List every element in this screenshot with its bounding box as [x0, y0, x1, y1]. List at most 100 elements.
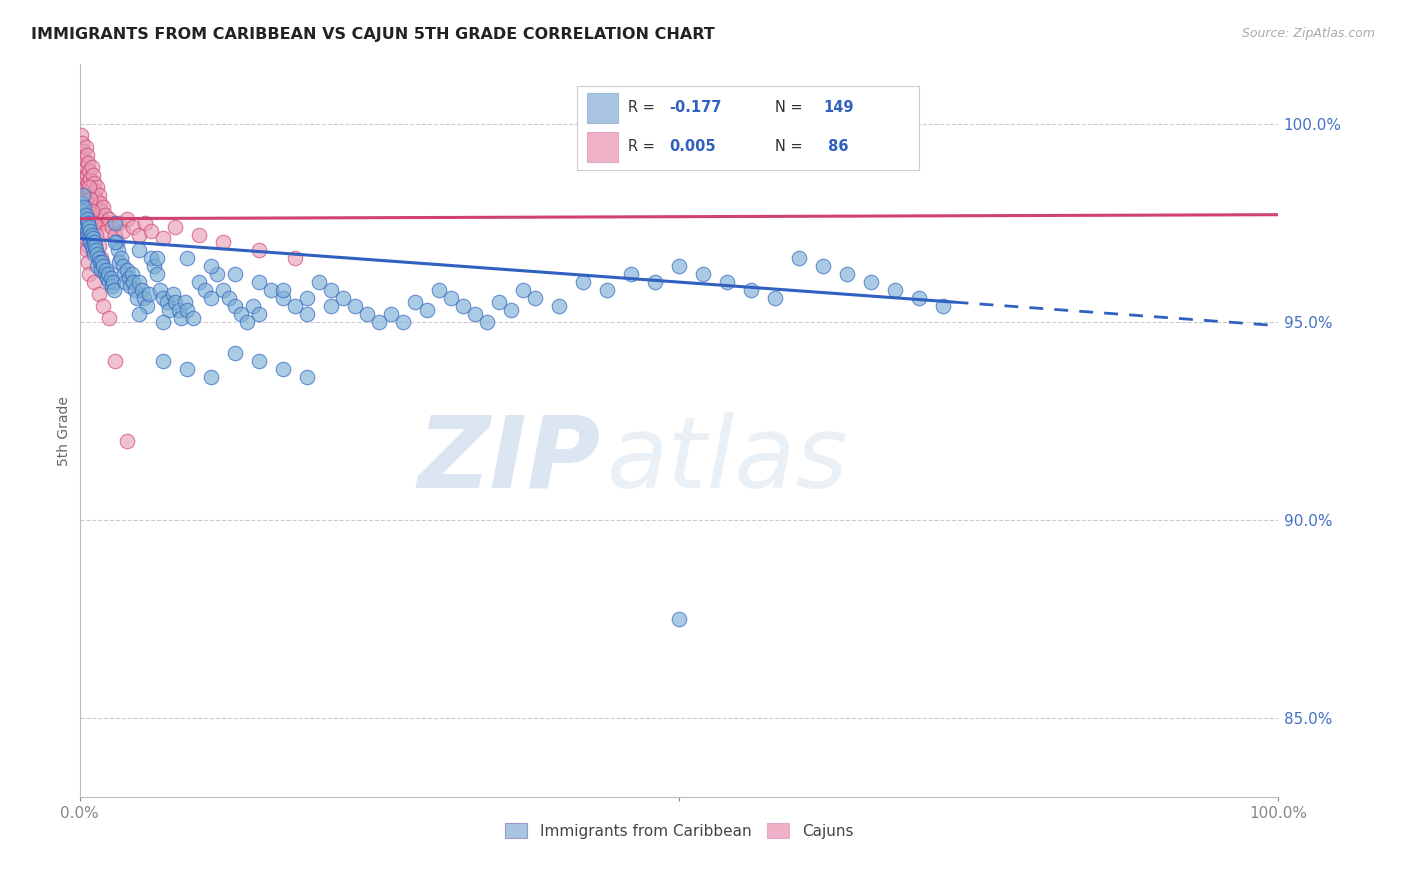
Point: [499, 302, 522, 317]
Point: [247, 307, 270, 321]
Point: [620, 267, 643, 281]
Point: [787, 252, 810, 266]
Point: [76, 187, 98, 202]
Point: [69, 128, 91, 143]
Point: [80, 180, 103, 194]
Point: [118, 279, 141, 293]
Point: [218, 291, 240, 305]
Point: [104, 227, 127, 242]
Point: [84, 211, 107, 226]
Point: [188, 275, 211, 289]
Point: [321, 283, 343, 297]
Point: [271, 283, 294, 297]
Point: [416, 302, 439, 317]
Text: ZIP: ZIP: [418, 411, 600, 508]
Point: [69, 148, 91, 162]
Point: [82, 244, 104, 258]
Point: [156, 294, 179, 309]
Point: [72, 208, 94, 222]
Point: [111, 259, 134, 273]
Point: [392, 315, 415, 329]
Point: [82, 168, 104, 182]
Point: [464, 307, 486, 321]
Point: [87, 287, 110, 301]
Point: [859, 275, 882, 289]
Point: [112, 267, 135, 281]
Point: [475, 315, 498, 329]
Point: [73, 203, 96, 218]
Point: [83, 247, 105, 261]
Point: [162, 287, 184, 301]
Point: [668, 612, 690, 626]
Point: [73, 172, 96, 186]
Point: [152, 291, 174, 305]
Point: [75, 180, 97, 194]
Point: [236, 315, 259, 329]
Point: [170, 310, 193, 325]
Point: [83, 275, 105, 289]
Point: [146, 267, 169, 281]
Point: [90, 252, 112, 266]
Legend: Immigrants from Caribbean, Cajuns: Immigrants from Caribbean, Cajuns: [498, 817, 859, 845]
Point: [70, 160, 93, 174]
Point: [76, 148, 98, 162]
Point: [194, 283, 217, 297]
Point: [440, 291, 463, 305]
Point: [141, 223, 163, 237]
Point: [297, 370, 319, 384]
Point: [763, 291, 786, 305]
Point: [271, 291, 294, 305]
Point: [247, 354, 270, 368]
Point: [86, 200, 108, 214]
Point: [73, 216, 96, 230]
Point: [97, 267, 120, 281]
Point: [72, 164, 94, 178]
Point: [811, 259, 834, 273]
Point: [308, 275, 330, 289]
Point: [84, 239, 107, 253]
Point: [212, 235, 235, 250]
Point: [93, 200, 115, 214]
Point: [101, 275, 124, 289]
Point: [98, 275, 121, 289]
Point: [104, 354, 127, 368]
Point: [149, 283, 172, 297]
Point: [125, 291, 148, 305]
Point: [86, 180, 108, 194]
Point: [83, 235, 105, 250]
Point: [76, 244, 98, 258]
Point: [83, 176, 105, 190]
Point: [142, 259, 165, 273]
Point: [80, 200, 103, 214]
Point: [260, 283, 283, 297]
Point: [73, 200, 96, 214]
Point: [89, 255, 111, 269]
Point: [79, 172, 101, 186]
Point: [188, 227, 211, 242]
Point: [73, 152, 96, 166]
Point: [321, 299, 343, 313]
Point: [152, 231, 174, 245]
Point: [200, 291, 222, 305]
Point: [75, 216, 97, 230]
Point: [93, 263, 115, 277]
Point: [96, 223, 118, 237]
Point: [70, 203, 93, 218]
Point: [90, 203, 112, 218]
Point: [77, 203, 100, 218]
Point: [297, 291, 319, 305]
Point: [427, 283, 450, 297]
Point: [242, 299, 264, 313]
Point: [82, 231, 104, 245]
Point: [80, 227, 103, 242]
Point: [644, 275, 666, 289]
Point: [117, 263, 139, 277]
Point: [548, 299, 571, 313]
Point: [76, 227, 98, 242]
Point: [835, 267, 858, 281]
Point: [87, 252, 110, 266]
Point: [121, 267, 143, 281]
Point: [524, 291, 547, 305]
Point: [80, 203, 103, 218]
Point: [77, 227, 100, 242]
